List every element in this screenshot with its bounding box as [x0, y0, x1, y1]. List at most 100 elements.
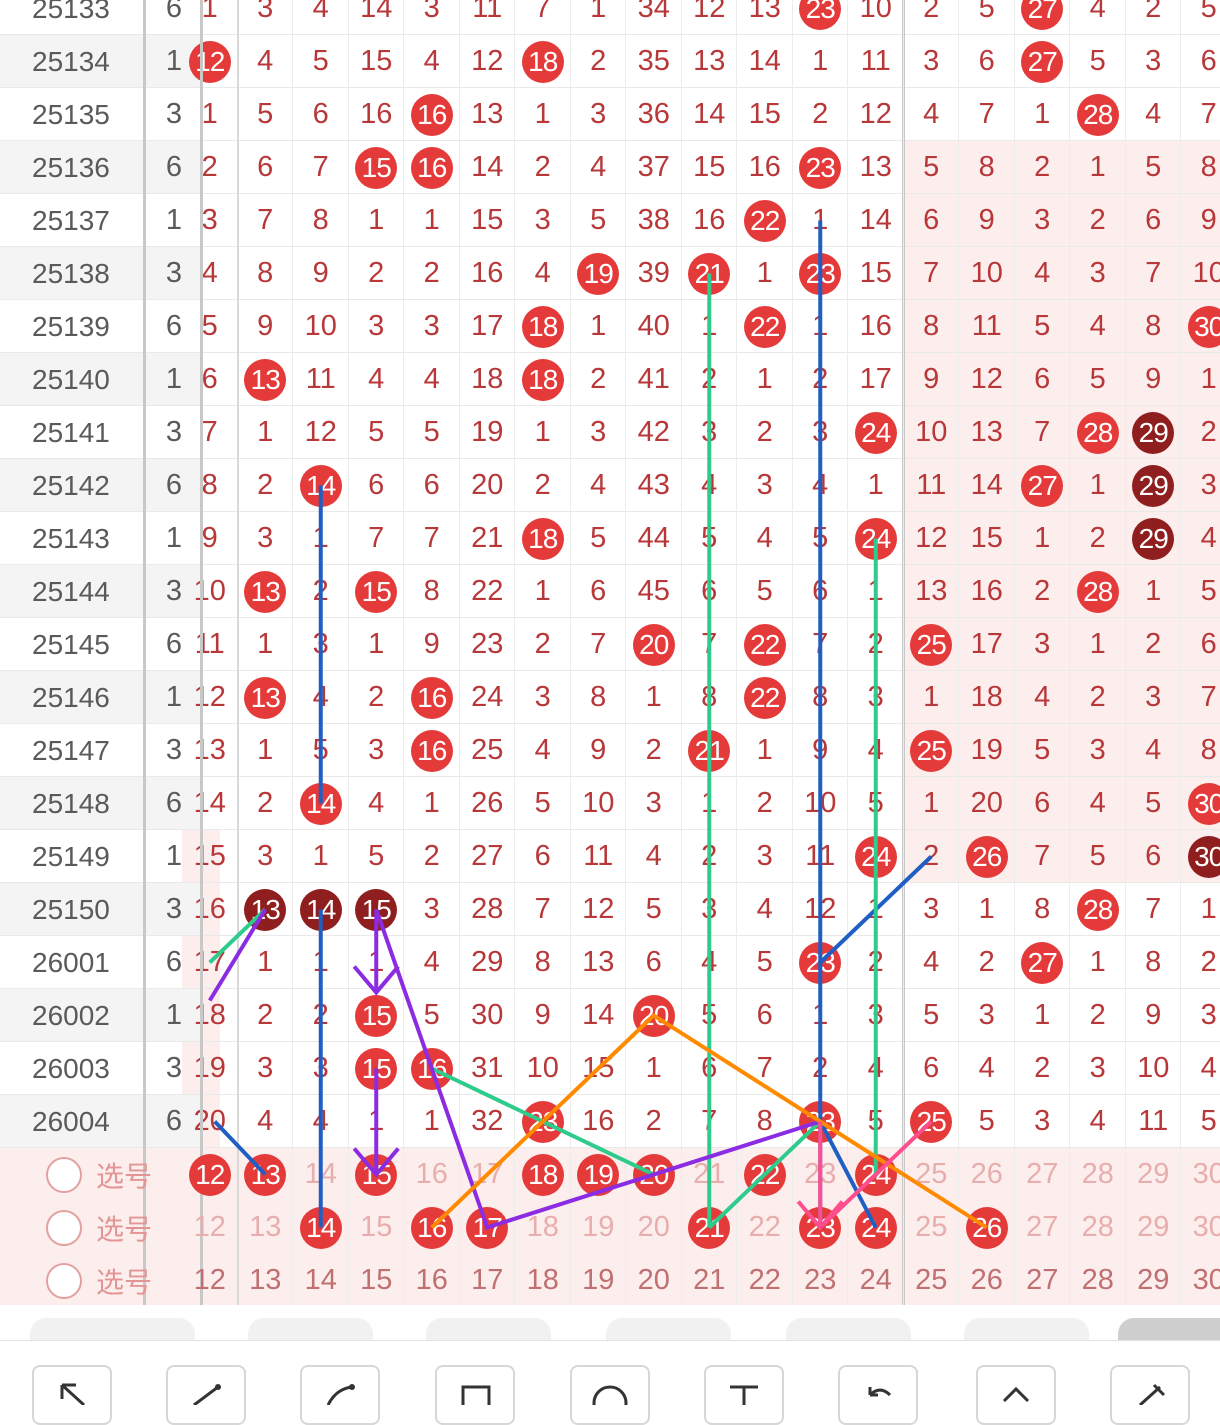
trend-cell: 9 — [182, 512, 238, 565]
circle-tool-button[interactable] — [570, 1365, 650, 1425]
pick-number[interactable]: 28 — [1070, 1201, 1126, 1254]
pick-number[interactable]: 19 — [571, 1201, 627, 1254]
pick-number[interactable]: 27 — [1015, 1254, 1071, 1305]
pick-row-label[interactable]: 选号 — [46, 1201, 152, 1254]
trend-cell: 1 — [571, 300, 627, 353]
pick-number[interactable]: 25 — [904, 1201, 960, 1254]
pick-number[interactable]: 12 — [182, 1201, 238, 1254]
hit-ball: 18 — [515, 512, 571, 565]
trend-cell: 5 — [959, 1095, 1015, 1148]
trend-cell: 7 — [515, 883, 571, 936]
trend-cell: 12 — [293, 406, 349, 459]
pick-number[interactable]: 29 — [1126, 1254, 1182, 1305]
text-tool-button[interactable] — [704, 1365, 784, 1425]
hit-ball: 22 — [737, 194, 793, 247]
trend-cell: 4 — [848, 724, 904, 777]
trend-cell: 1 — [737, 724, 793, 777]
pick-number[interactable]: 22 — [737, 1254, 793, 1305]
trend-cell: 2 — [793, 1042, 849, 1095]
trend-cell: 2 — [737, 777, 793, 830]
pick-number[interactable]: 24 — [848, 1201, 904, 1254]
trend-cell: 2 — [793, 88, 849, 141]
pick-number[interactable]: 27 — [1015, 1148, 1071, 1201]
select-radio[interactable] — [46, 1263, 82, 1299]
pick-number[interactable]: 17 — [460, 1254, 516, 1305]
pick-number[interactable]: 14 — [293, 1254, 349, 1305]
pick-number[interactable]: 14 — [293, 1201, 349, 1254]
pick-number[interactable]: 30 — [1181, 1201, 1220, 1254]
pick-number[interactable]: 30 — [1181, 1254, 1220, 1305]
pick-number[interactable]: 25 — [904, 1254, 960, 1305]
pick-number[interactable]: 21 — [682, 1254, 738, 1305]
trend-cell: 3 — [293, 1042, 349, 1095]
pick-number[interactable]: 20 — [626, 1254, 682, 1305]
pick-number[interactable]: 21 — [682, 1201, 738, 1254]
rectangle-tool-button[interactable] — [435, 1365, 515, 1425]
trend-cell: 3 — [238, 512, 294, 565]
pick-number[interactable]: 25 — [904, 1148, 960, 1201]
trend-cell: 5 — [682, 512, 738, 565]
ball: 22 — [744, 677, 786, 719]
trend-cell: 8 — [682, 671, 738, 724]
trend-cell: 4 — [293, 671, 349, 724]
pick-number[interactable]: 21 — [682, 1148, 738, 1201]
pick-number[interactable]: 16 — [404, 1201, 460, 1254]
undo-button[interactable] — [838, 1365, 918, 1425]
pick-number[interactable]: 28 — [1070, 1254, 1126, 1305]
pick-number[interactable]: 18 — [515, 1201, 571, 1254]
pick-number[interactable]: 26 — [959, 1254, 1015, 1305]
pick-number[interactable]: 13 — [238, 1201, 294, 1254]
pick-number[interactable]: 19 — [571, 1148, 627, 1201]
trend-cell: 1 — [515, 406, 571, 459]
pick-number[interactable]: 20 — [626, 1201, 682, 1254]
pick-number[interactable]: 14 — [293, 1148, 349, 1201]
issue-number: 25134 — [0, 35, 140, 88]
clear-button[interactable] — [1110, 1365, 1190, 1425]
pick-number[interactable]: 17 — [460, 1201, 516, 1254]
pick-number[interactable]: 24 — [848, 1254, 904, 1305]
pick-number[interactable]: 13 — [238, 1148, 294, 1201]
eraser-button[interactable] — [976, 1365, 1056, 1425]
trend-cell: 11 — [959, 300, 1015, 353]
pick-number[interactable]: 24 — [848, 1148, 904, 1201]
pick-number[interactable]: 29 — [1126, 1148, 1182, 1201]
pick-number[interactable]: 18 — [515, 1148, 571, 1201]
pick-number[interactable]: 15 — [349, 1148, 405, 1201]
pick-row-label[interactable]: 选号 — [46, 1254, 152, 1305]
line-tool-button[interactable] — [166, 1365, 246, 1425]
pick-number[interactable]: 22 — [737, 1148, 793, 1201]
select-radio[interactable] — [46, 1157, 82, 1193]
pick-row-label[interactable]: 选号 — [46, 1148, 152, 1201]
pick-number[interactable]: 13 — [238, 1254, 294, 1305]
pick-number[interactable]: 15 — [349, 1254, 405, 1305]
pick-number[interactable]: 12 — [182, 1148, 238, 1201]
pick-number[interactable]: 23 — [793, 1254, 849, 1305]
pick-number[interactable]: 17 — [460, 1148, 516, 1201]
pick-number[interactable]: 15 — [349, 1201, 405, 1254]
pick-number[interactable]: 27 — [1015, 1201, 1071, 1254]
select-radio[interactable] — [46, 1210, 82, 1246]
pick-number[interactable]: 30 — [1181, 1148, 1220, 1201]
pick-number[interactable]: 23 — [793, 1148, 849, 1201]
pick-number[interactable]: 16 — [404, 1148, 460, 1201]
arrow-tool-button[interactable] — [32, 1365, 112, 1425]
pick-number[interactable]: 26 — [959, 1148, 1015, 1201]
trend-cell: 5 — [1181, 0, 1220, 35]
trend-cell: 5 — [571, 512, 627, 565]
issue-number: 26002 — [0, 989, 140, 1042]
pick-number[interactable]: 20 — [626, 1148, 682, 1201]
trend-cell: 3 — [404, 300, 460, 353]
pick-number[interactable]: 18 — [515, 1254, 571, 1305]
pick-number[interactable]: 19 — [571, 1254, 627, 1305]
hit-ball: 30 — [1181, 830, 1220, 883]
pick-number[interactable]: 22 — [737, 1201, 793, 1254]
pick-number[interactable]: 29 — [1126, 1201, 1182, 1254]
pick-number[interactable]: 23 — [793, 1201, 849, 1254]
trend-cell: 2 — [571, 353, 627, 406]
column-separator — [237, 0, 239, 1305]
pick-number[interactable]: 16 — [404, 1254, 460, 1305]
pick-number[interactable]: 26 — [959, 1201, 1015, 1254]
pick-number[interactable]: 28 — [1070, 1148, 1126, 1201]
curve-tool-button[interactable] — [300, 1365, 380, 1425]
pick-number[interactable]: 12 — [182, 1254, 238, 1305]
